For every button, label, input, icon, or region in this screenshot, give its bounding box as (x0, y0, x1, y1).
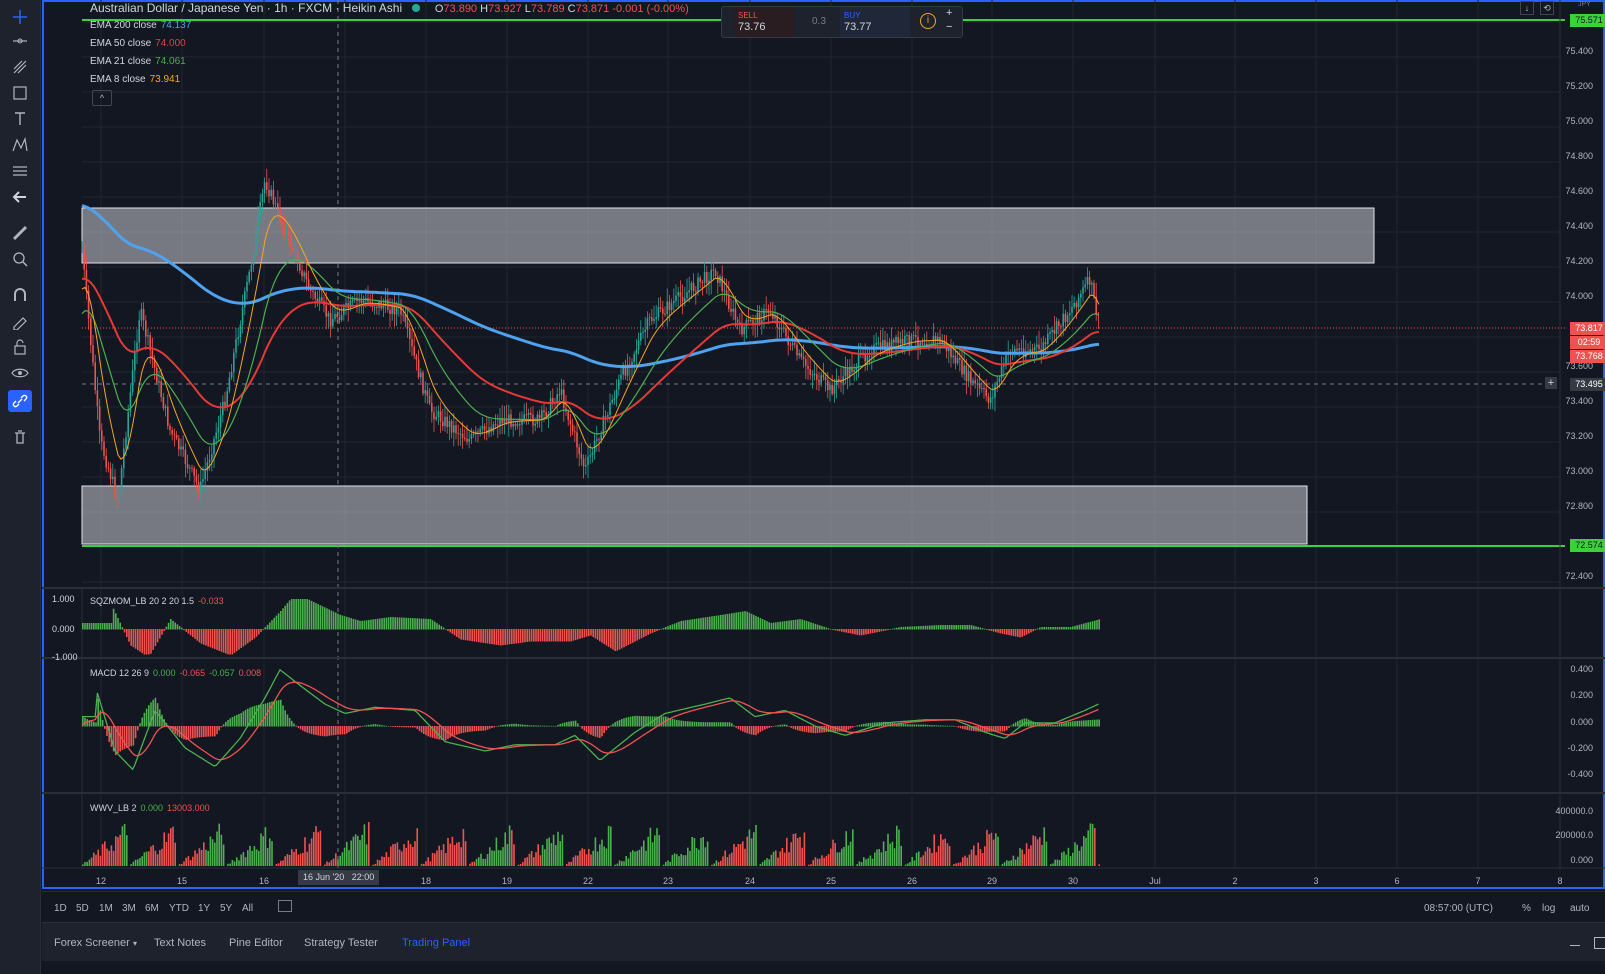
bottom-panel-tabs: Forex Screener ▾ Text Notes Pine Editor … (42, 922, 1605, 961)
crosshair-price-tag: 73.495 (1570, 378, 1605, 391)
magnet-icon[interactable] (8, 284, 32, 306)
ema-21-line (81, 259, 1100, 445)
zoom-icon[interactable] (8, 248, 32, 270)
chart-frame[interactable] (42, 0, 1605, 889)
rectangle-icon[interactable] (8, 82, 32, 104)
chevron-down-icon[interactable]: ▾ (133, 939, 138, 948)
calendar-icon[interactable] (278, 900, 292, 912)
pitchfork-icon[interactable] (8, 56, 32, 78)
support-zone (81, 485, 1308, 545)
squeeze-histogram (82, 599, 1100, 655)
close-value: 73.871 (575, 3, 610, 15)
range-bar: 1D 5D 1M 3M 6M YTD 1Y 5Y All 08:57:00 (U… (42, 891, 1605, 922)
maximize-icon[interactable] (1594, 937, 1605, 949)
drawing-mode-icon[interactable] (8, 310, 32, 332)
trash-icon[interactable] (8, 426, 32, 448)
crosshair-icon[interactable] (8, 6, 32, 28)
tab-strategy-tester[interactable]: Strategy Tester (304, 937, 378, 949)
ema8-legend[interactable]: EMA 8 close 73.941 (90, 74, 181, 85)
grid (82, 0, 1560, 868)
clock[interactable]: 08:57:00 (UTC) (1424, 903, 1493, 914)
macd-signal-line (81, 681, 1099, 761)
macd-line (82, 668, 1099, 771)
symbol-header[interactable]: Australian Dollar / Japanese Yen · 1h · … (90, 1, 689, 15)
tab-pine-editor[interactable]: Pine Editor (229, 937, 283, 949)
range-ytd[interactable]: YTD (169, 903, 189, 914)
ema200-legend[interactable]: EMA 200 close 74.137 (90, 20, 192, 31)
plus-button[interactable]: + (946, 7, 953, 19)
buy-button[interactable]: BUY 73.77 (840, 7, 910, 37)
market-status-icon (411, 4, 420, 12)
prediction-icon[interactable] (8, 160, 32, 182)
range-5d[interactable]: 5D (76, 903, 89, 914)
last-price-tag: 73.817 (1570, 322, 1605, 335)
link-icon[interactable] (8, 390, 32, 412)
buy-price: 73.77 (844, 21, 872, 33)
sell-price: 73.76 (738, 21, 766, 33)
range-3m[interactable]: 3M (122, 903, 136, 914)
ema-8-line (81, 215, 1100, 471)
text-icon[interactable] (8, 108, 32, 130)
chart-canvas[interactable] (0, 0, 1605, 890)
low-value: 73.789 (530, 3, 565, 15)
bid-price-tag: 73.768 (1570, 350, 1605, 363)
minus-button[interactable]: − (946, 21, 953, 33)
high-value: 73.927 (488, 3, 522, 15)
range-1d[interactable]: 1D (54, 903, 67, 914)
range-1y[interactable]: 1Y (198, 903, 211, 914)
pattern-icon[interactable] (8, 134, 32, 156)
tab-forex-screener[interactable]: Forex Screener (54, 937, 130, 949)
lock-icon[interactable] (8, 336, 32, 358)
auto-toggle[interactable]: auto (1570, 903, 1590, 914)
symbol-title[interactable]: Australian Dollar / Japanese Yen · 1h · … (90, 1, 403, 15)
refresh-icon[interactable]: ⟲ (1540, 1, 1554, 15)
bottom-line-price-tag: 72.574 (1570, 539, 1605, 552)
info-icon[interactable]: i (920, 13, 936, 29)
percent-toggle[interactable]: % (1522, 903, 1531, 914)
spread-value: 0.3 (812, 16, 826, 27)
squeeze-legend[interactable]: SQZMOM_LB 20 2 20 1.5 -0.033 0.000 (90, 596, 251, 606)
range-6m[interactable]: 6M (145, 903, 159, 914)
arrow-down-icon[interactable]: ↓ (1520, 1, 1534, 15)
minimize-icon[interactable] (1570, 945, 1580, 946)
ruler-icon[interactable] (8, 222, 32, 244)
log-toggle[interactable]: log (1542, 903, 1556, 914)
change-value: -0.001 (-0.00%) (612, 3, 689, 15)
tab-text-notes[interactable]: Text Notes (154, 937, 206, 949)
range-all[interactable]: All (242, 903, 254, 914)
drawing-toolbar (0, 0, 41, 974)
trading-widget[interactable]: SELL 73.76 0.3 BUY 73.77 i + − (721, 6, 963, 38)
collapse-legend-button[interactable]: ^ (92, 90, 112, 106)
sell-button[interactable]: SELL 73.76 (734, 7, 794, 37)
ema-50-line (81, 277, 1100, 420)
ema21-legend[interactable]: EMA 21 close 74.061 (90, 56, 186, 67)
macd-legend[interactable]: MACD 12 26 9 0.000 -0.065 -0.057 0.008 (90, 668, 262, 678)
top-line-price-tag: 75.571 (1570, 14, 1605, 27)
eye-icon[interactable] (8, 362, 32, 384)
open-value: 73.890 (443, 3, 478, 15)
range-5y[interactable]: 5Y (220, 903, 233, 914)
range-1m[interactable]: 1M (99, 903, 113, 914)
wwv-histogram (82, 822, 1100, 866)
countdown-tag: 02:59 (1570, 336, 1605, 349)
currency-label: JPY (1578, 1, 1591, 8)
back-arrow-icon[interactable] (8, 186, 32, 208)
tab-trading-panel[interactable]: Trading Panel (402, 937, 471, 949)
trendline-icon[interactable] (8, 30, 32, 52)
macd-histogram (82, 697, 1100, 755)
crosshair-time-tag: 16 Jun '20 22:00 (298, 870, 380, 885)
add-alert-icon[interactable]: + (1545, 377, 1557, 389)
wwv-legend[interactable]: WWV_LB 2 0.000 13003.000 (90, 803, 210, 813)
ema50-legend[interactable]: EMA 50 close 74.000 (90, 38, 186, 49)
